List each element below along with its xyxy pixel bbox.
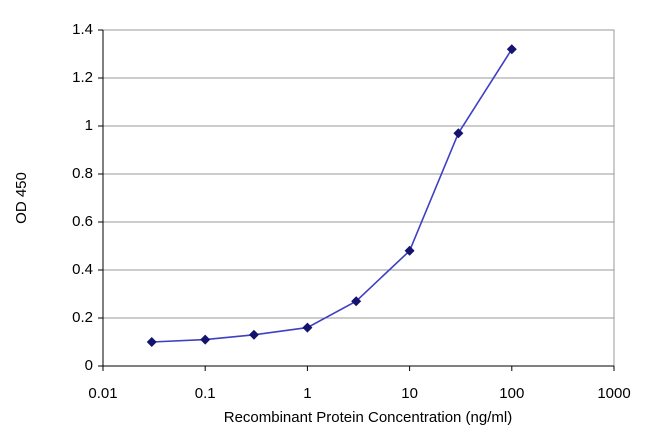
data-point xyxy=(506,44,517,55)
data-point xyxy=(404,245,415,256)
y-tick-label: 0.6 xyxy=(72,213,93,230)
x-tick-label: 0.1 xyxy=(195,385,216,402)
y-tick-label: 0.8 xyxy=(72,165,93,182)
data-point xyxy=(351,296,362,307)
x-tick-label: 100 xyxy=(499,385,524,402)
y-tick-label: 1.2 xyxy=(72,69,93,86)
y-tick-label: 0 xyxy=(85,357,93,374)
data-point xyxy=(248,329,259,340)
x-tick-label: 1000 xyxy=(597,385,630,402)
x-axis-label: Recombinant Protein Concentration (ng/ml… xyxy=(224,409,512,426)
x-tick-label: 10 xyxy=(401,385,418,402)
data-point xyxy=(200,334,211,345)
plot-area xyxy=(102,29,615,367)
y-tick-label: 0.2 xyxy=(72,309,93,326)
x-tick-label: 1 xyxy=(303,385,311,402)
y-tick-label: 1.4 xyxy=(72,21,93,38)
data-point xyxy=(453,128,464,139)
data-point xyxy=(302,322,313,333)
x-tick-label: 0.01 xyxy=(88,385,117,402)
y-axis-label: OD 450 xyxy=(13,172,30,224)
data-point xyxy=(146,337,157,347)
series-line xyxy=(151,48,513,343)
y-tick-label: 0.4 xyxy=(72,261,93,278)
y-tick-label: 1 xyxy=(85,117,93,134)
